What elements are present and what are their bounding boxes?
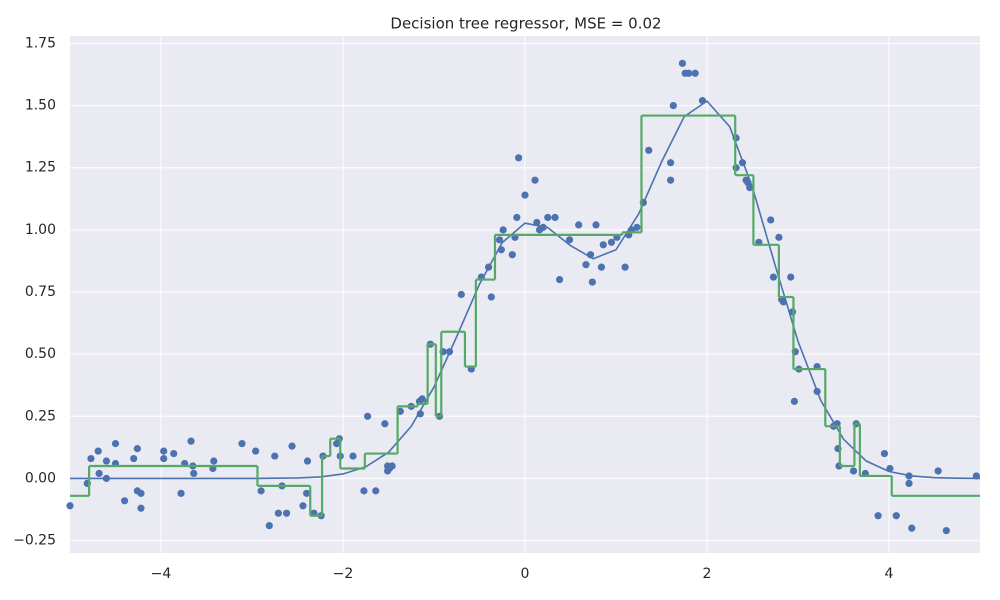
point — [555, 275, 564, 284]
point — [299, 502, 307, 510]
point — [111, 440, 120, 448]
point — [849, 467, 858, 475]
point — [372, 487, 380, 495]
point — [531, 176, 539, 184]
point — [685, 69, 693, 77]
point — [515, 154, 523, 162]
x-tick-label: −4 — [151, 566, 172, 582]
y-tick-label: 0.25 — [25, 408, 56, 424]
point — [592, 221, 600, 229]
point — [170, 449, 178, 458]
point — [137, 489, 145, 497]
point — [238, 440, 246, 448]
x-tick-label: 4 — [885, 566, 894, 582]
point — [769, 273, 778, 281]
point — [588, 278, 596, 286]
point — [282, 509, 291, 517]
point — [303, 457, 312, 465]
point — [121, 497, 129, 505]
point — [487, 293, 495, 301]
y-tick-label: −0.25 — [13, 533, 56, 549]
point — [607, 238, 616, 246]
point — [418, 395, 426, 403]
point — [94, 447, 102, 455]
y-tick-label: 1.75 — [25, 35, 56, 51]
point — [880, 449, 889, 458]
point — [265, 522, 273, 530]
point — [257, 487, 265, 495]
point — [190, 469, 198, 478]
point — [565, 236, 574, 244]
chart-title: Decision tree regressor, MSE = 0.02 — [390, 15, 661, 33]
x-tick-label: −2 — [333, 566, 354, 582]
point — [508, 251, 516, 259]
point — [934, 467, 942, 475]
point — [645, 146, 653, 154]
point — [130, 454, 138, 463]
point — [790, 397, 798, 405]
point — [187, 437, 195, 445]
point — [621, 263, 629, 271]
point — [787, 273, 795, 281]
point — [87, 454, 95, 463]
point — [905, 479, 913, 488]
y-tick-label: 0.50 — [25, 346, 56, 362]
point — [533, 218, 541, 227]
point — [669, 101, 677, 110]
point — [942, 527, 950, 535]
point — [133, 445, 141, 453]
point — [363, 412, 372, 420]
point — [457, 290, 465, 299]
point — [544, 213, 552, 222]
point — [582, 261, 590, 269]
point — [160, 447, 168, 455]
x-tick-label: 0 — [521, 566, 530, 582]
point — [691, 69, 699, 77]
point — [66, 502, 74, 510]
point — [874, 512, 882, 520]
point — [360, 487, 368, 495]
point — [137, 504, 145, 512]
point — [288, 442, 296, 450]
point — [767, 216, 775, 224]
point — [102, 457, 110, 465]
point — [95, 469, 103, 478]
curve — [70, 100, 981, 480]
point — [775, 233, 783, 241]
point — [177, 489, 185, 497]
point — [908, 524, 916, 532]
y-tick-label: 1.00 — [25, 222, 56, 238]
point — [388, 462, 396, 470]
point — [892, 512, 900, 520]
point — [599, 241, 607, 249]
y-tick-label: 0.00 — [25, 470, 56, 486]
point — [274, 509, 282, 517]
point — [381, 420, 389, 428]
point — [678, 59, 687, 67]
point — [633, 223, 641, 231]
point — [252, 447, 260, 455]
point — [575, 221, 583, 229]
point — [303, 489, 311, 497]
point — [499, 226, 507, 234]
point — [667, 159, 675, 167]
point — [513, 213, 521, 222]
y-tick-label: 1.50 — [25, 98, 56, 114]
point — [210, 457, 218, 465]
point — [271, 452, 279, 460]
y-tick-label: 0.75 — [25, 284, 56, 300]
point — [416, 410, 424, 418]
x-tick-label: 2 — [703, 566, 712, 582]
watermark: https://blog.csdn.net/weixin_42406148 — [717, 573, 990, 589]
point — [521, 191, 529, 199]
point — [667, 176, 675, 184]
point — [551, 213, 559, 222]
point — [597, 263, 606, 271]
y-tick-label: 1.25 — [25, 160, 56, 176]
point — [160, 454, 168, 463]
point — [349, 452, 357, 460]
point — [495, 236, 504, 244]
